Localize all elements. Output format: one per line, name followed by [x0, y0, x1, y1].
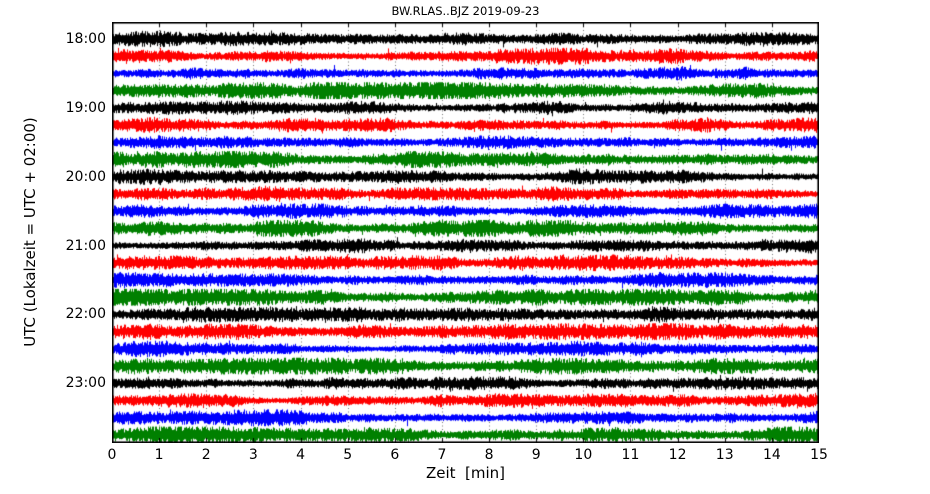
y-tick-label: 23:00	[65, 375, 106, 392]
y-tick-label: 22:00	[65, 306, 106, 323]
x-tick-label: 11	[621, 447, 640, 463]
x-tick-label: 5	[343, 447, 353, 463]
x-axis-label: Zeit [min]	[425, 464, 506, 482]
x-tick-label: 13	[715, 447, 734, 463]
y-tick-label: 20:00	[65, 168, 106, 185]
y-tick-label: 18:00	[65, 31, 106, 47]
y-tick-label: 19:00	[65, 99, 106, 116]
x-tick-label: 14	[762, 447, 781, 463]
x-tick-label: 7	[437, 447, 447, 463]
x-tick-label: 12	[668, 447, 687, 463]
x-tick-label: 2	[201, 447, 211, 463]
waveform-plot-canvas	[112, 22, 819, 443]
x-tick-label: 6	[390, 447, 400, 463]
x-tick-label: 9	[531, 447, 541, 463]
x-tick-label: 4	[296, 447, 305, 463]
x-tick-label: 8	[484, 447, 494, 463]
x-tick-label: 3	[248, 447, 258, 463]
chart-title: BW.RLAS..BJZ 2019-09-23	[391, 4, 540, 18]
y-tick-label: 21:00	[65, 237, 106, 254]
x-tick-label: 1	[154, 447, 164, 463]
x-tick-label: 0	[107, 447, 117, 463]
x-tick-label: 10	[574, 447, 593, 463]
x-tick-label: 15	[810, 447, 828, 463]
